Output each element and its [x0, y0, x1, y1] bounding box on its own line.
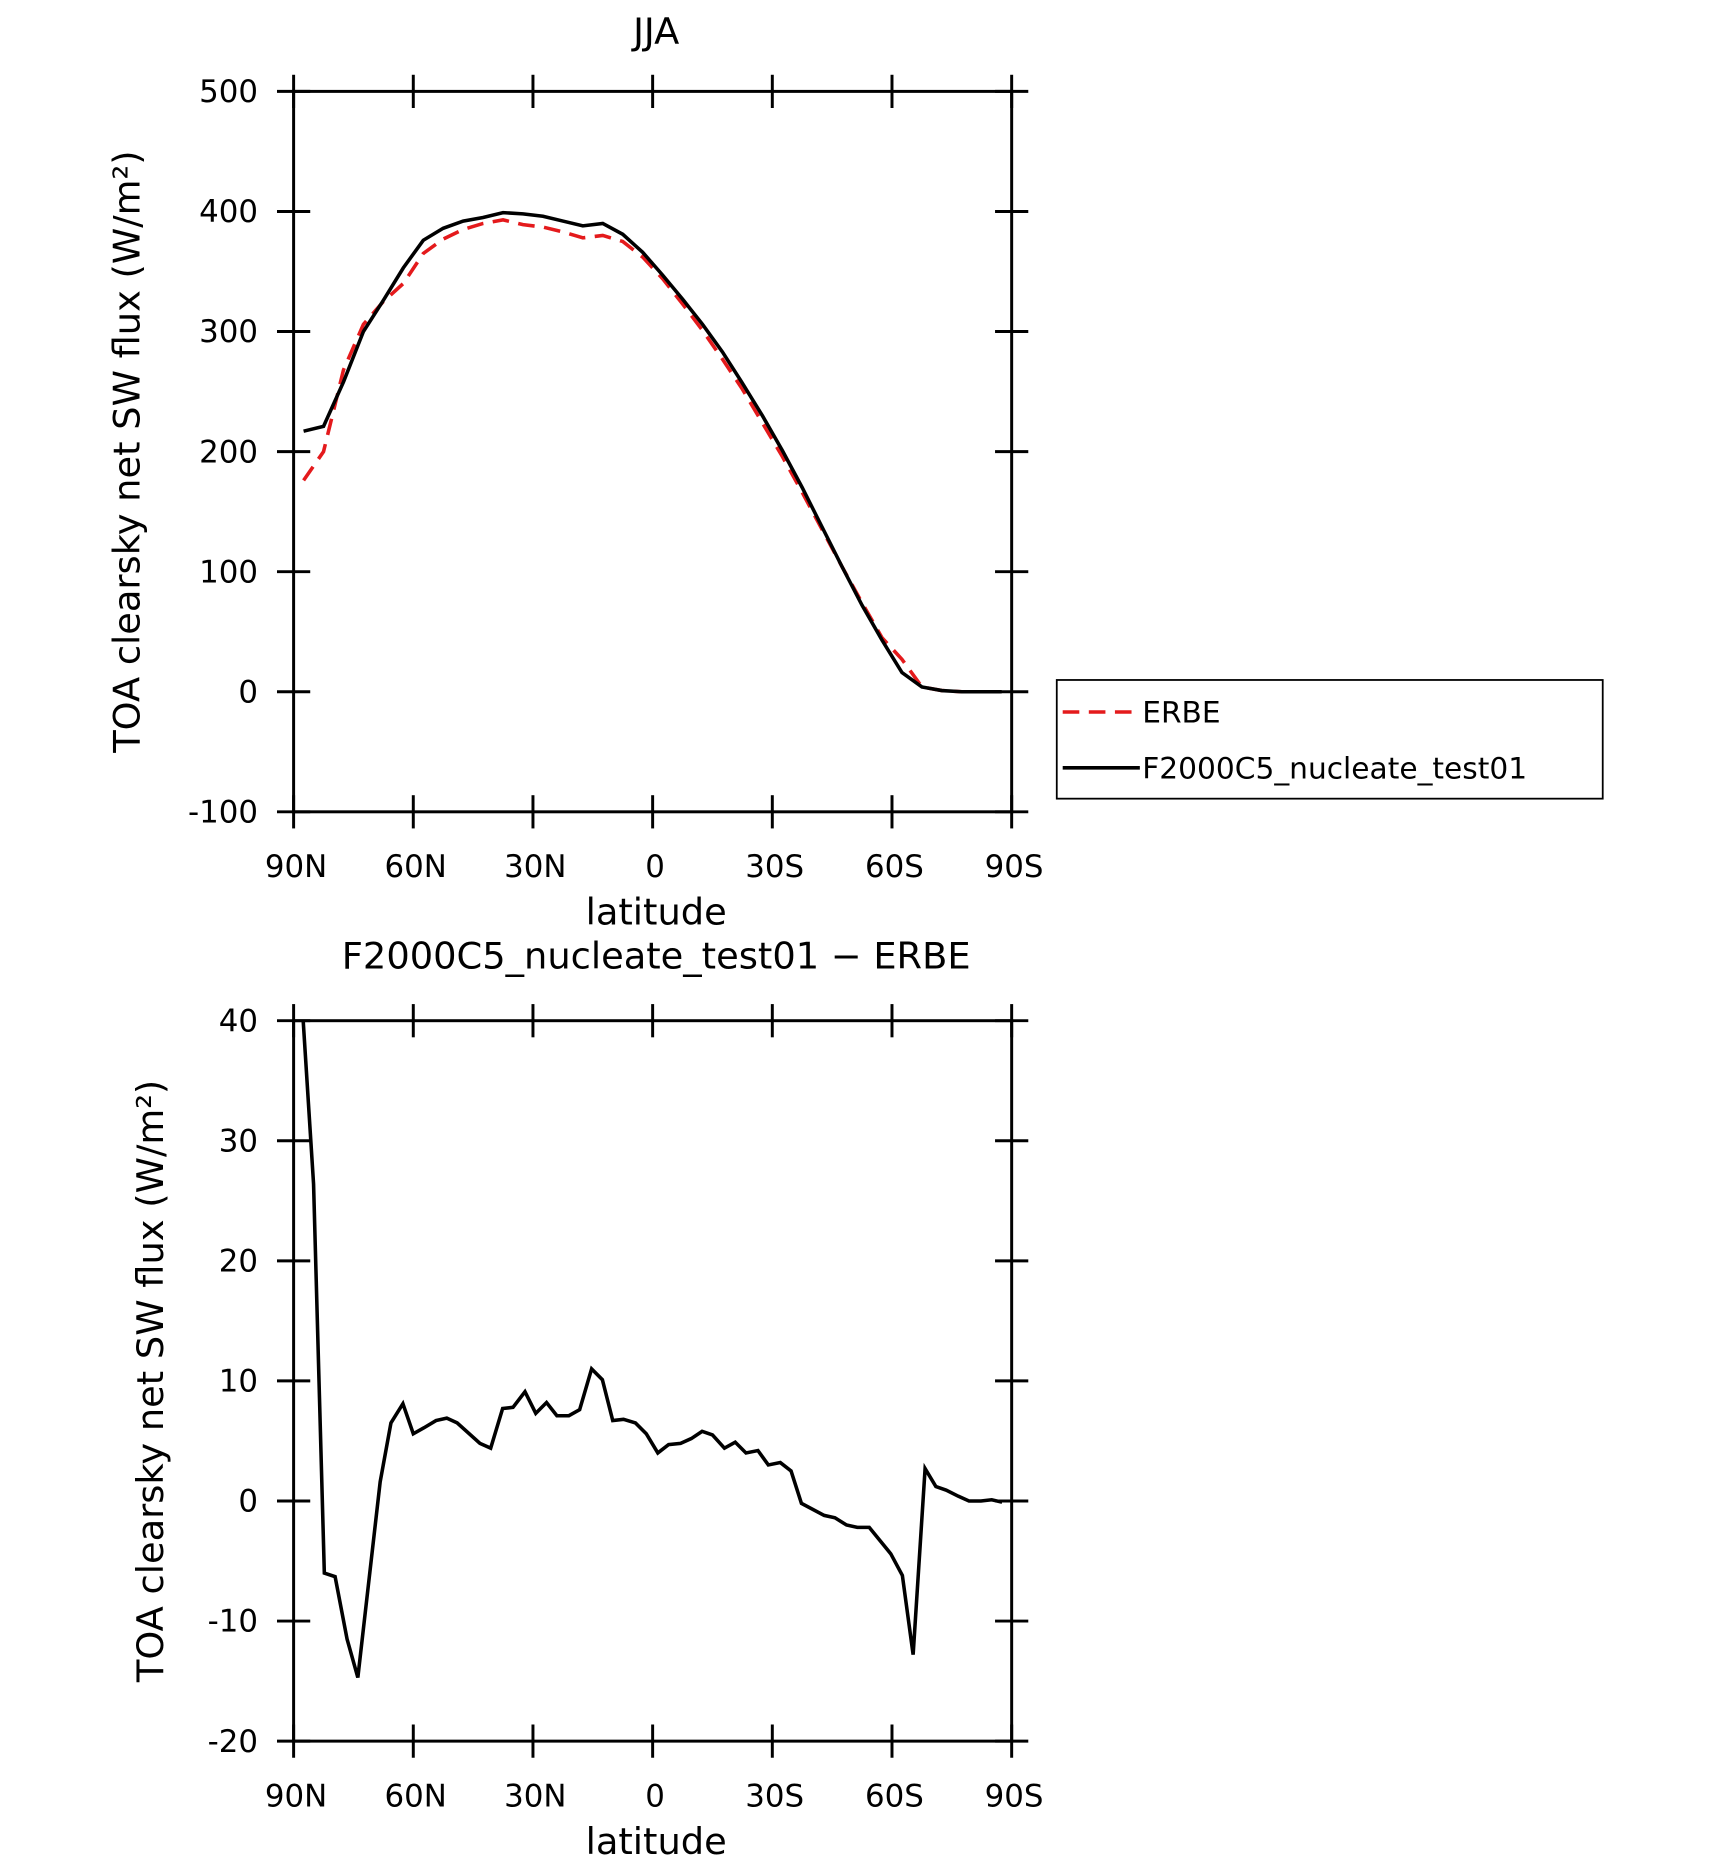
y-tick-label: 300: [199, 314, 258, 350]
x-tick-label: 90N: [265, 849, 327, 885]
y-tick-label: -10: [208, 1604, 258, 1640]
x-axis-label: latitude: [586, 1820, 727, 1861]
chart-title: F2000C5_nucleate_test01 − ERBE: [342, 934, 971, 977]
legend-box: [1055, 679, 1604, 800]
x-tick-label: 90N: [265, 1778, 327, 1814]
y-tick-label: -100: [188, 794, 258, 830]
x-tick-label: 0: [645, 1778, 665, 1814]
y-tick-label: 30: [219, 1123, 258, 1159]
x-tick-label: 30N: [504, 1778, 566, 1814]
data-line: [302, 218, 1002, 694]
y-tick-label: 400: [199, 194, 258, 230]
x-tick-label: 60N: [384, 849, 446, 885]
legend-label: F2000C5_nucleate_test01: [1142, 750, 1527, 785]
x-tick-label: 60S: [865, 1778, 924, 1814]
y-tick-label: -20: [208, 1724, 258, 1760]
y-axis-label: TOA clearsky net SW flux (W/m²): [105, 150, 148, 753]
y-axis-label: TOA clearsky net SW flux (W/m²): [129, 1080, 172, 1683]
x-tick-label: 30N: [504, 849, 566, 885]
y-tick-label: 0: [238, 674, 258, 710]
x-tick-label: 90S: [985, 1778, 1044, 1814]
y-tick-label: 100: [199, 554, 258, 590]
plot-frame: [292, 1019, 1014, 1743]
x-tick-label: 60S: [865, 849, 924, 885]
y-tick-label: 200: [199, 434, 258, 470]
y-tick-label: 20: [219, 1244, 258, 1280]
x-tick-label: 60N: [384, 1778, 446, 1814]
data-line: [301, 1020, 1003, 1678]
y-tick-label: 0: [238, 1484, 258, 1520]
chart-title: JJA: [631, 10, 679, 53]
x-tick-label: 30S: [745, 1778, 804, 1814]
plot-frame: [292, 89, 1014, 814]
x-tick-label: 90S: [985, 849, 1044, 885]
y-tick-label: 10: [219, 1364, 258, 1400]
legend-label: ERBE: [1142, 695, 1220, 730]
x-tick-label: 0: [645, 849, 665, 885]
y-tick-label: 500: [199, 74, 258, 110]
x-tick-label: 30S: [745, 849, 804, 885]
y-tick-label: 40: [219, 1003, 258, 1039]
x-axis-label: latitude: [586, 891, 727, 934]
data-line: [303, 210, 1002, 694]
